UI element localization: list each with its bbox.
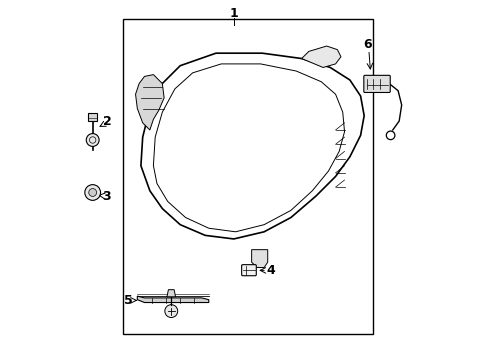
- FancyBboxPatch shape: [363, 75, 389, 93]
- Polygon shape: [166, 290, 175, 297]
- Text: 1: 1: [229, 8, 238, 21]
- Circle shape: [84, 185, 101, 201]
- Circle shape: [86, 134, 99, 147]
- Text: 4: 4: [266, 264, 275, 277]
- Text: 5: 5: [124, 294, 133, 307]
- FancyBboxPatch shape: [241, 265, 256, 276]
- Bar: [123, 19, 372, 334]
- Polygon shape: [251, 249, 267, 267]
- Polygon shape: [135, 75, 164, 130]
- Polygon shape: [301, 46, 340, 67]
- Text: 6: 6: [363, 39, 371, 51]
- Circle shape: [88, 189, 97, 197]
- FancyBboxPatch shape: [88, 113, 97, 121]
- Circle shape: [164, 305, 177, 318]
- Text: 2: 2: [102, 114, 111, 127]
- Polygon shape: [137, 296, 208, 302]
- Text: 3: 3: [102, 190, 111, 203]
